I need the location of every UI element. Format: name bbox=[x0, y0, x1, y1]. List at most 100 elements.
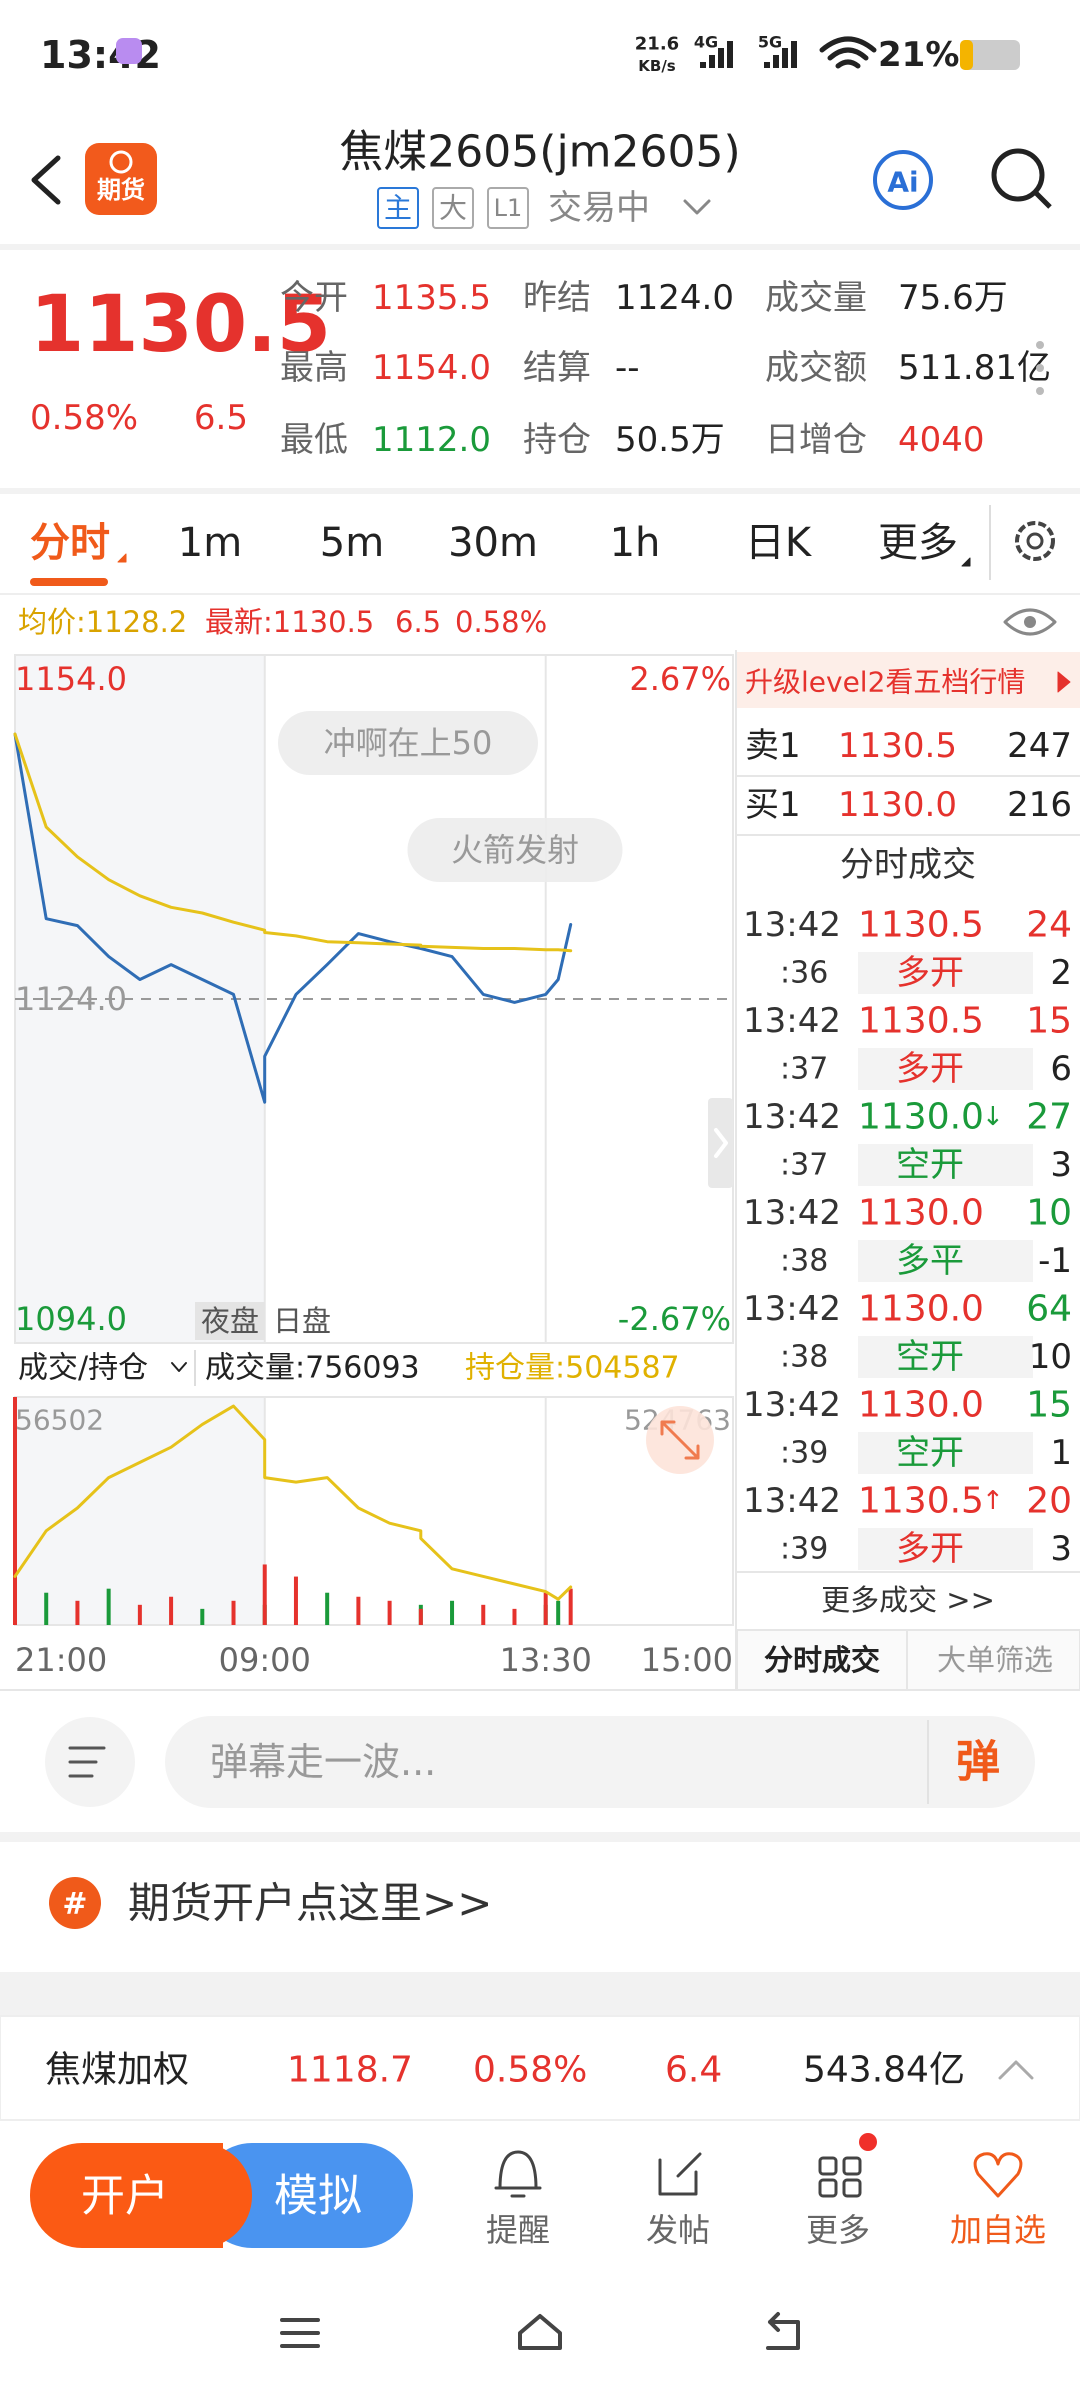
collapse-arrow bbox=[714, 1128, 728, 1158]
trade-seconds: :37 bbox=[780, 1148, 828, 1183]
panel-tab[interactable]: 分时成交 bbox=[764, 1643, 880, 1677]
period-tab[interactable]: 1h bbox=[610, 520, 661, 566]
trade-seconds: :38 bbox=[780, 1340, 828, 1375]
logo-mark bbox=[109, 150, 133, 174]
y2-tick-label: 2.67% bbox=[629, 660, 731, 698]
trade-type-bg bbox=[858, 1240, 1033, 1282]
danmaku-text: 冲啊在上50 bbox=[324, 724, 493, 762]
volume-bar bbox=[200, 1608, 205, 1625]
net-speed: 21.6 bbox=[635, 34, 679, 55]
trade-type: 多平 bbox=[896, 1241, 964, 1281]
night-session-bg bbox=[15, 1397, 265, 1625]
volume-bar bbox=[512, 1608, 517, 1625]
quote-value: 1154.0 bbox=[372, 348, 491, 388]
sim-label: 4G bbox=[694, 33, 718, 52]
more-icon bbox=[842, 2178, 862, 2198]
trade-price: 1130.0 bbox=[858, 1289, 984, 1330]
period-tab[interactable]: 分时 bbox=[30, 520, 110, 566]
more-icon bbox=[818, 2178, 838, 2198]
eye-icon bbox=[1003, 608, 1057, 636]
period-tab[interactable]: 30m bbox=[448, 520, 538, 566]
more-dots bbox=[1036, 364, 1044, 372]
trade-type: 空开 bbox=[896, 1145, 964, 1185]
book-volume: 216 bbox=[1007, 785, 1072, 825]
danmaku-placeholder[interactable]: 弹幕走一波... bbox=[210, 1740, 436, 1784]
panel-tab[interactable]: 大单筛选 bbox=[937, 1643, 1053, 1677]
level2-banner bbox=[737, 652, 1080, 708]
signal-bar bbox=[791, 41, 797, 68]
danmaku-toggle-icon bbox=[68, 1746, 106, 1778]
x-tick-label: 21:00 bbox=[15, 1641, 107, 1679]
settings-hub bbox=[1026, 532, 1044, 550]
period-tab[interactable]: 日K bbox=[745, 520, 813, 566]
volume-bar bbox=[13, 1397, 17, 1625]
search-button[interactable] bbox=[991, 148, 1045, 202]
status-time: 13:42 bbox=[40, 33, 161, 77]
nav-item[interactable]: 更多 bbox=[806, 2211, 870, 2249]
nav-item[interactable]: 加自选 bbox=[950, 2211, 1046, 2249]
ticker-change: 6.4 bbox=[665, 2050, 722, 2091]
trade-volume: 27 bbox=[1026, 1097, 1072, 1138]
period-tab[interactable]: 5m bbox=[320, 520, 384, 566]
volume-bar bbox=[44, 1592, 49, 1625]
y-tick-label: 56502 bbox=[15, 1404, 104, 1437]
last-price: 1130.5 bbox=[30, 280, 331, 370]
y-tick-label: 1154.0 bbox=[15, 660, 127, 698]
promo-link[interactable]: 期货开户点这里>> bbox=[128, 1879, 492, 1928]
trade-volume: 20 bbox=[1026, 1481, 1072, 1522]
demo-button bbox=[200, 2143, 413, 2248]
bell-icon bbox=[494, 2150, 542, 2198]
latest-price: 最新:1130.5 bbox=[205, 605, 374, 639]
nav-item[interactable]: 发帖 bbox=[646, 2211, 710, 2249]
net-unit: KB/s bbox=[638, 57, 676, 75]
trade-price: 1130.0 bbox=[858, 1193, 984, 1234]
danmaku-bubble bbox=[278, 711, 538, 775]
trade-type: 空开 bbox=[896, 1337, 964, 1377]
more-icon bbox=[842, 2156, 862, 2176]
demo-button-label[interactable]: 模拟 bbox=[274, 2171, 362, 2222]
trade-type-bg bbox=[858, 1336, 1033, 1378]
open-account-button[interactable]: 开户 bbox=[81, 2171, 169, 2222]
quote-label: 日增仓 bbox=[765, 420, 867, 460]
volume-bar bbox=[231, 1600, 236, 1625]
danmaku-bubble bbox=[407, 818, 623, 882]
trade-oi-change: 2 bbox=[1050, 953, 1072, 993]
y2-tick-label: -2.67% bbox=[618, 1300, 731, 1338]
trade-time: 13:42 bbox=[743, 1289, 841, 1329]
indicator-selector[interactable]: 成交/持仓 bbox=[18, 1351, 148, 1386]
change: 6.5 bbox=[194, 398, 248, 438]
y-tick-label: 1124.0 bbox=[15, 980, 127, 1018]
x-tick-label: 13:30 bbox=[500, 1641, 592, 1679]
menu-key bbox=[280, 2318, 320, 2348]
volume-bar bbox=[356, 1596, 361, 1625]
level2-banner-text[interactable]: 升级level2看五档行情 bbox=[745, 666, 1025, 699]
volume-bar bbox=[568, 1588, 573, 1625]
ai-button[interactable] bbox=[873, 150, 933, 210]
settings-button[interactable] bbox=[1015, 521, 1055, 561]
book-volume: 247 bbox=[1007, 726, 1072, 766]
nav-item[interactable]: 提醒 bbox=[486, 2211, 550, 2249]
volume-bar bbox=[262, 1564, 267, 1625]
volume-bar bbox=[481, 1604, 486, 1625]
home-key bbox=[518, 2314, 562, 2350]
back-button[interactable] bbox=[31, 155, 61, 205]
trade-oi-change: 3 bbox=[1050, 1529, 1072, 1569]
session-label-bg bbox=[195, 1302, 265, 1340]
session-label: 日盘 bbox=[273, 1304, 331, 1338]
volume-bar bbox=[169, 1596, 174, 1625]
period-tab[interactable]: 1m bbox=[178, 520, 242, 566]
trade-price: 1130.0 bbox=[858, 1097, 984, 1138]
trade-time: 13:42 bbox=[743, 1193, 841, 1233]
danmaku-send[interactable]: 弹 bbox=[956, 1737, 1000, 1788]
heart-icon bbox=[973, 2152, 1023, 2198]
trade-seconds: :37 bbox=[780, 1052, 828, 1087]
more-trades[interactable]: 更多成交 >> bbox=[821, 1583, 995, 1617]
tag-box bbox=[487, 187, 529, 229]
volume-bar bbox=[418, 1608, 423, 1625]
quote-label: 今开 bbox=[280, 278, 348, 318]
trade-time: 13:42 bbox=[743, 1385, 841, 1425]
open-interest-line bbox=[13, 1404, 573, 1601]
trade-type: 多开 bbox=[896, 1049, 964, 1089]
more-dots bbox=[1036, 341, 1044, 349]
period-tab[interactable]: 更多 bbox=[878, 520, 958, 566]
